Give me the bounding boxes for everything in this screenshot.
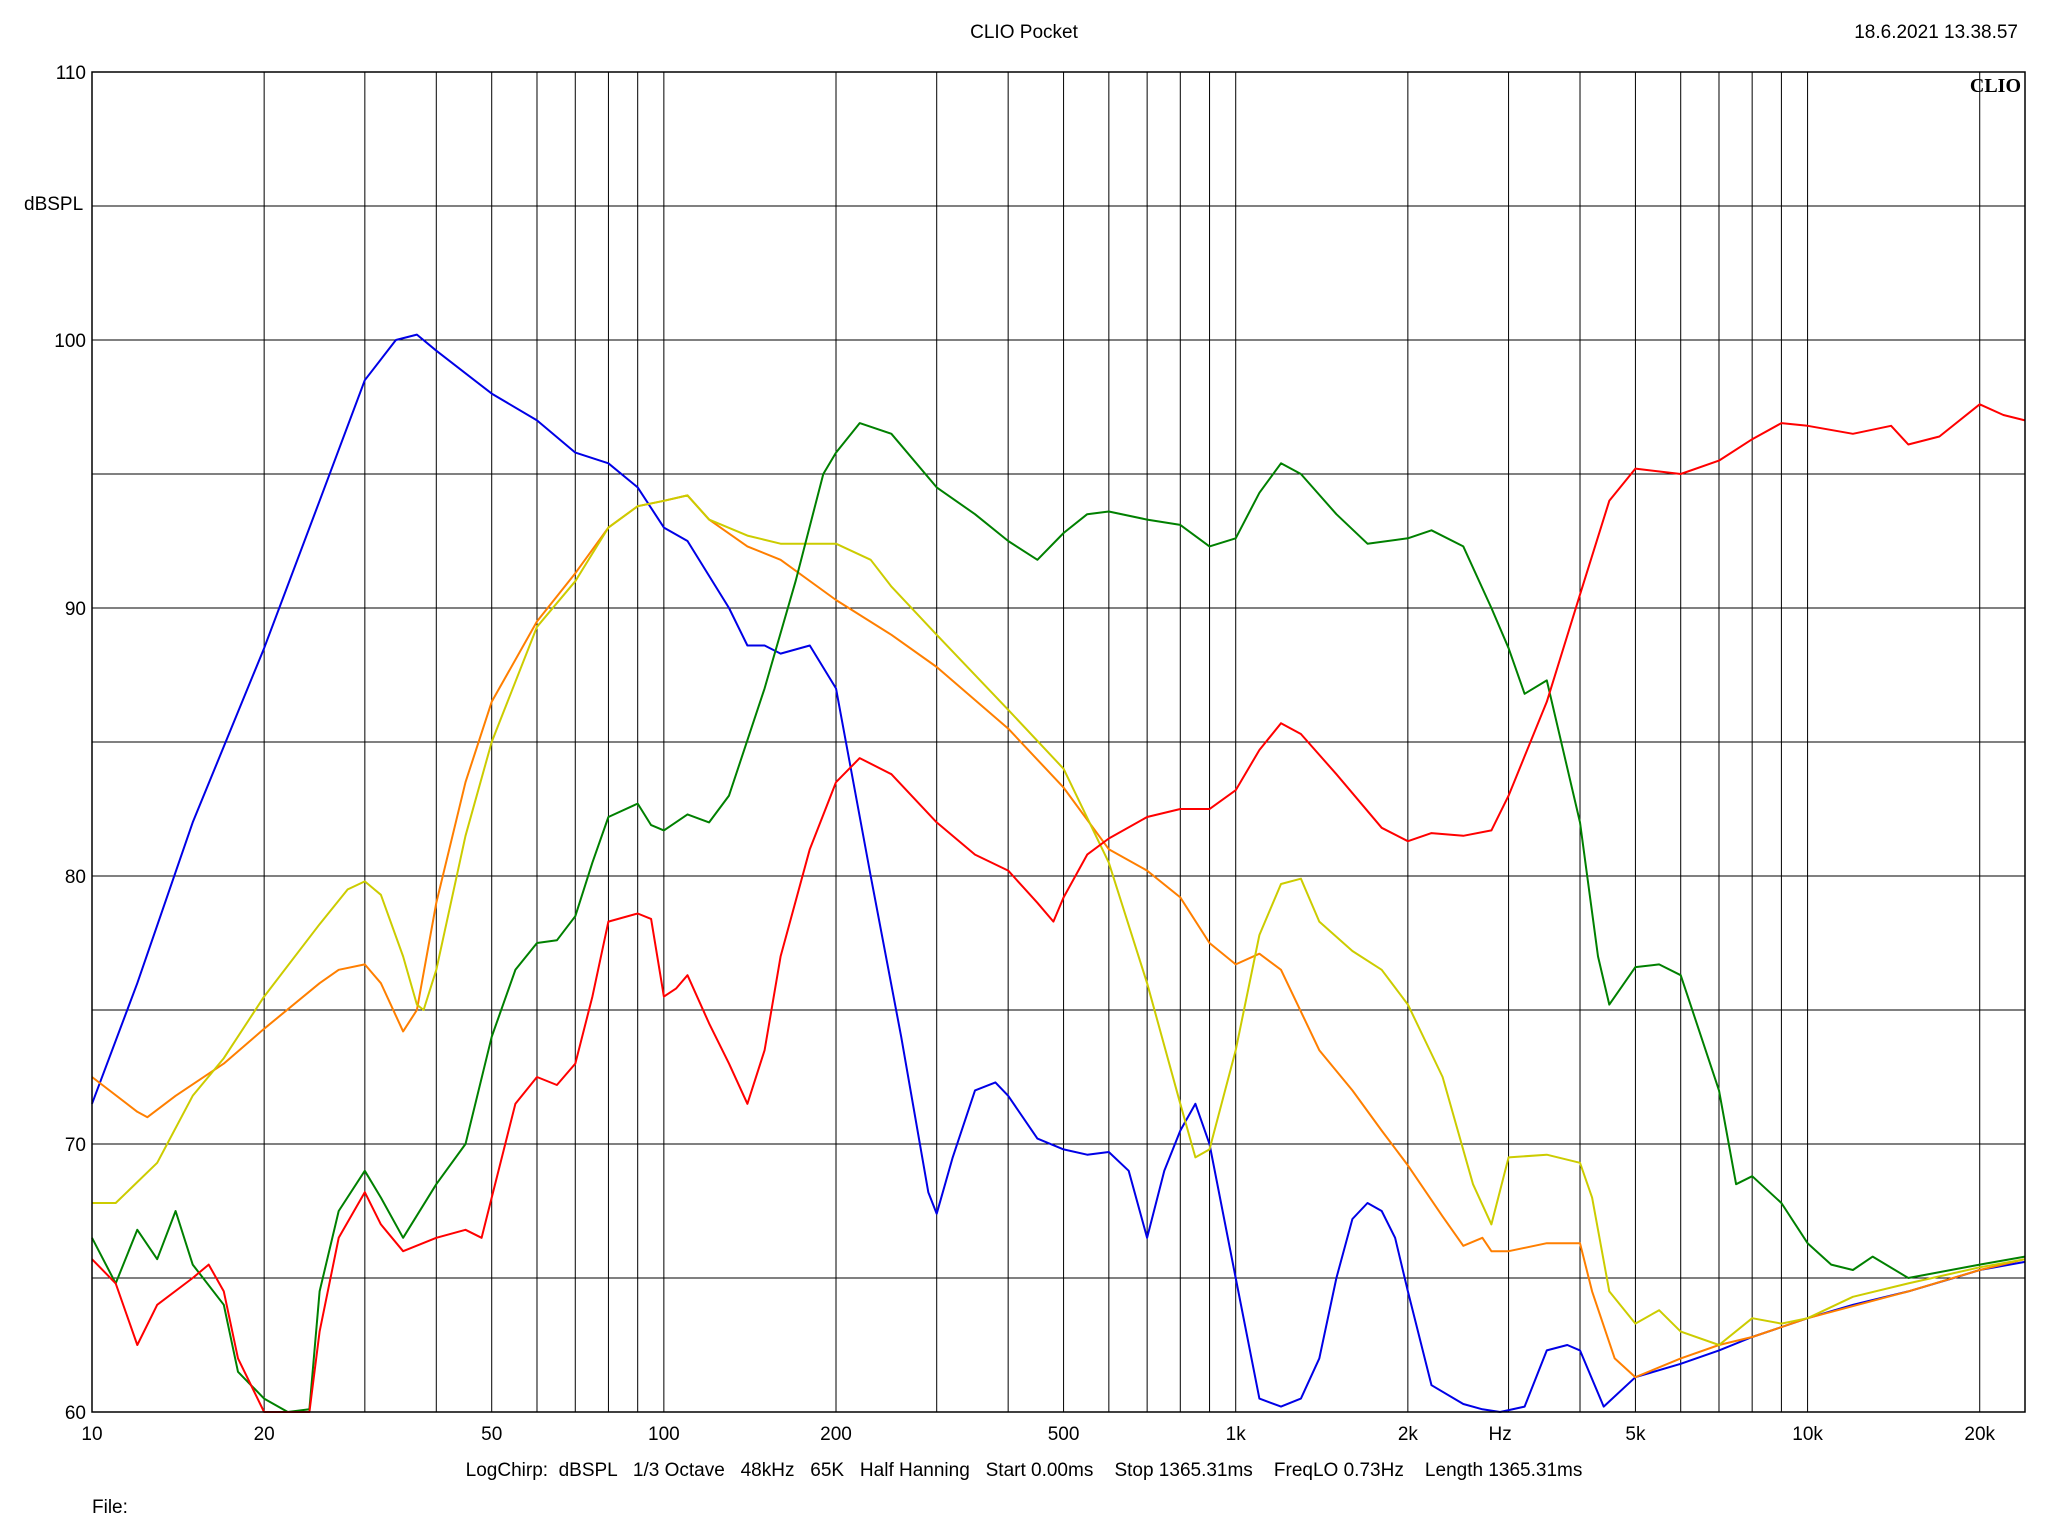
x-tick-label: 10k xyxy=(1792,1424,1823,1445)
y-tick-label: 90 xyxy=(65,599,86,620)
x-tick-label: 2k xyxy=(1398,1424,1419,1445)
chart-title: CLIO Pocket xyxy=(970,22,1078,43)
x-tick-label: 100 xyxy=(648,1424,680,1445)
x-tick-label: 10 xyxy=(81,1424,102,1445)
plot-frame xyxy=(91,71,2026,1413)
y-tick-label: 60 xyxy=(65,1403,86,1424)
x-tick-label: 20k xyxy=(1964,1424,1995,1445)
x-tick-label: 5k xyxy=(1625,1424,1646,1445)
grid-lines xyxy=(92,72,2025,1412)
curves xyxy=(91,333,2026,1413)
x-tick-label: 500 xyxy=(1048,1424,1080,1445)
clio-logo: CLIO xyxy=(1970,75,2021,97)
y-axis-unit-label: dBSPL xyxy=(24,194,84,215)
response-curve-1 xyxy=(91,333,2026,1413)
y-tick-label: 110 xyxy=(56,63,86,84)
x-tick-label: 1k xyxy=(1226,1424,1247,1445)
x-tick-label: 50 xyxy=(481,1424,502,1445)
timestamp: 18.6.2021 13.38.57 xyxy=(1854,22,2018,43)
response-curve-3 xyxy=(92,494,2026,1346)
response-curve-4 xyxy=(91,422,2026,1413)
tick-labels: 10 20 50 100 200 500 1k 2k 5k 10k 20k Hz 60 70 80 90 100… xyxy=(54,63,1995,1445)
response-curve-2 xyxy=(91,494,2026,1379)
x-tick-label: 200 xyxy=(820,1424,852,1445)
file-label: File: xyxy=(92,1497,128,1518)
measurement-settings: LogChirp: dBSPL 1/3 Octave 48kHz 65K Hal… xyxy=(465,1460,1583,1481)
y-tick-label: 80 xyxy=(65,867,86,888)
x-axis-unit-label: Hz xyxy=(1489,1424,1512,1445)
x-tick-label: 20 xyxy=(254,1424,275,1445)
response-curve-5 xyxy=(91,403,2026,1413)
y-tick-label: 70 xyxy=(65,1135,86,1156)
y-tick-label: 100 xyxy=(54,331,86,352)
